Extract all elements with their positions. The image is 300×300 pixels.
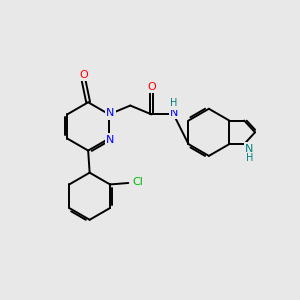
Text: Cl: Cl bbox=[132, 177, 143, 188]
Text: O: O bbox=[80, 70, 88, 80]
Text: N: N bbox=[245, 143, 254, 154]
Text: H: H bbox=[246, 153, 253, 163]
Text: N: N bbox=[170, 108, 178, 118]
Text: N: N bbox=[106, 108, 114, 118]
Text: O: O bbox=[147, 82, 156, 92]
Text: H: H bbox=[170, 98, 178, 108]
Text: N: N bbox=[106, 135, 114, 145]
